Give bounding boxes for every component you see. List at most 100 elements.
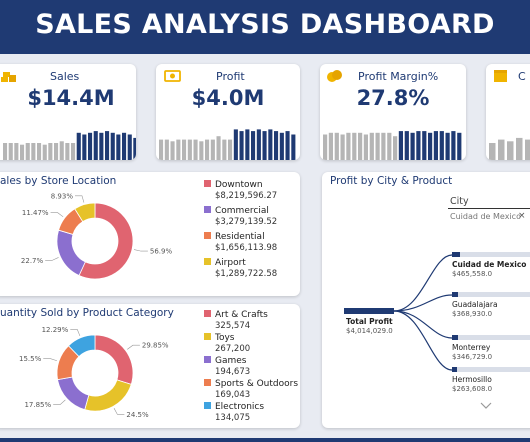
tree-root[interactable]: Total Profit $4,014,029.0 xyxy=(344,308,394,335)
legend-item[interactable]: Art & Crafts 325,574 xyxy=(204,310,268,331)
legend-item[interactable]: Commercial $3,279,139.52 xyxy=(204,206,277,227)
node-value: $346,729.0 xyxy=(452,353,492,361)
sparkline-bar xyxy=(210,139,215,160)
donut-leader-line xyxy=(53,399,66,405)
tree-node-city[interactable]: Monterrey $346,729.0 xyxy=(452,335,530,361)
sparkline-bar xyxy=(199,141,204,160)
donut-slice[interactable] xyxy=(57,376,90,411)
donut-leader-line xyxy=(43,358,58,362)
sparkline-bar xyxy=(159,139,164,160)
tree-node-city[interactable]: Cuidad de Mexico $465,558.0 xyxy=(452,252,530,278)
node-track xyxy=(452,252,530,257)
quantity-by-category-card[interactable]: uantity Sold by Product Category 29.85% 2… xyxy=(0,304,300,428)
sparkline-bar xyxy=(507,141,514,160)
sparkline-bar xyxy=(176,139,181,160)
sparkline-bar xyxy=(122,132,127,160)
sparkline-bar xyxy=(323,134,328,160)
city-filter-value[interactable]: Cuidad de Mexico xyxy=(450,212,521,221)
sparkline-bar xyxy=(239,131,244,160)
root-value: $4,014,029.0 xyxy=(346,327,393,335)
node-track xyxy=(452,292,530,297)
chevron-down-icon[interactable] xyxy=(480,402,492,409)
legend-item[interactable]: Games 194,673 xyxy=(204,356,250,377)
sparkline-bar xyxy=(82,134,87,160)
tree-node-city[interactable]: Guadalajara $368,930.0 xyxy=(452,292,530,318)
sparkline-bar xyxy=(457,132,462,160)
legend-item[interactable]: Downtown $8,219,596.27 xyxy=(204,180,277,201)
sparkline-bar xyxy=(489,143,496,160)
coins-icon xyxy=(1,72,16,82)
node-bar xyxy=(452,367,457,372)
legend-item[interactable]: Toys 267,200 xyxy=(204,333,250,354)
kpi-value: $4.0M xyxy=(191,86,265,110)
sparkline-bar xyxy=(93,131,98,160)
donut-data-label: 22.7% xyxy=(21,257,44,265)
kpi-card-sales[interactable]: Sales $14.4M xyxy=(0,64,136,160)
sparkline-bar xyxy=(110,132,115,160)
sparkline-bar xyxy=(164,139,169,160)
legend-item[interactable]: Sports & Outdoors 169,043 xyxy=(204,379,298,400)
sparkline-bar xyxy=(346,132,351,160)
sales-by-location-card[interactable]: ales by Store Location 56.9% 22.7% 11.47% 8… xyxy=(0,172,300,296)
tree-connector xyxy=(393,294,453,312)
sparkline-bar xyxy=(439,131,444,160)
legend-item[interactable]: Airport $1,289,722.58 xyxy=(204,258,277,279)
sparkline-bar xyxy=(387,132,392,160)
tree-node-city[interactable]: Hermosillo $263,608.0 xyxy=(452,367,530,393)
sparkline-chart xyxy=(159,129,296,160)
tree-connectors xyxy=(393,254,453,371)
sparkline-chart xyxy=(489,137,530,160)
sparkline-bar xyxy=(410,132,415,160)
legend-value: 194,673 xyxy=(215,367,251,377)
dashboard-header: SALES ANALYSIS DASHBOARD xyxy=(0,0,530,54)
kpi-card-profit-margin[interactable]: Profit Margin% 27.8% xyxy=(320,64,466,160)
donut-slice[interactable] xyxy=(67,334,96,358)
donut-leader-line xyxy=(70,329,81,337)
kpi-card-fourth[interactable]: C xyxy=(486,64,530,160)
node-bar xyxy=(452,252,460,257)
sparkline-bar xyxy=(54,143,59,160)
sparkline-bar xyxy=(433,131,438,160)
close-icon[interactable]: × xyxy=(518,211,526,221)
donut-leader-line xyxy=(50,212,64,218)
legend-item[interactable]: Electronics 134,075 xyxy=(204,402,264,423)
sparkline-bar xyxy=(170,141,175,160)
legend-item[interactable]: Residential $1,656,113.98 xyxy=(204,232,277,253)
legend-value: 134,075 xyxy=(215,413,251,423)
donut-slice[interactable] xyxy=(78,202,134,280)
section-title: Profit by City & Product xyxy=(330,175,453,187)
sparkline-bar xyxy=(381,132,386,160)
donut-data-label: 8.93% xyxy=(51,192,74,200)
donut-data-label: 15.5% xyxy=(19,355,42,363)
node-track xyxy=(452,367,530,372)
node-bar xyxy=(452,335,458,340)
donut-slice[interactable] xyxy=(56,229,86,277)
sparkline-bar xyxy=(193,139,198,160)
kpi-card-profit[interactable]: Profit $4.0M xyxy=(156,64,300,160)
donut-data-label: 29.85% xyxy=(142,342,169,350)
decomposition-tree: Total Profit $4,014,029.0 Cuidad de Mexi… xyxy=(344,252,530,409)
legend-label: Electronics xyxy=(215,402,265,412)
sparkline-bar xyxy=(369,132,374,160)
sparkline-bar xyxy=(76,132,81,160)
sparkline-bar xyxy=(182,139,187,160)
node-label: Hermosillo xyxy=(452,375,492,384)
legend-swatch xyxy=(204,402,211,409)
sparkline-bar xyxy=(88,132,93,160)
sparkline-bar xyxy=(340,134,345,160)
legend-label: Commercial xyxy=(215,206,269,216)
donut-slice[interactable] xyxy=(74,202,96,223)
node-label: Monterrey xyxy=(452,343,491,352)
sparkline-bar xyxy=(375,132,380,160)
sparkline-bar xyxy=(187,139,192,160)
legend-label: Art & Crafts xyxy=(215,310,268,320)
sparkline-bar xyxy=(428,132,433,160)
legend-label: Games xyxy=(215,356,247,366)
donut-slice[interactable] xyxy=(94,334,134,385)
legend-swatch xyxy=(204,180,211,187)
sparkline-bar xyxy=(14,143,19,160)
sparkline-bar xyxy=(245,129,250,160)
profit-by-city-card[interactable]: Profit by City & Product xyxy=(322,172,530,428)
donut-slice[interactable] xyxy=(84,379,132,412)
sparkline-bar xyxy=(42,144,47,160)
